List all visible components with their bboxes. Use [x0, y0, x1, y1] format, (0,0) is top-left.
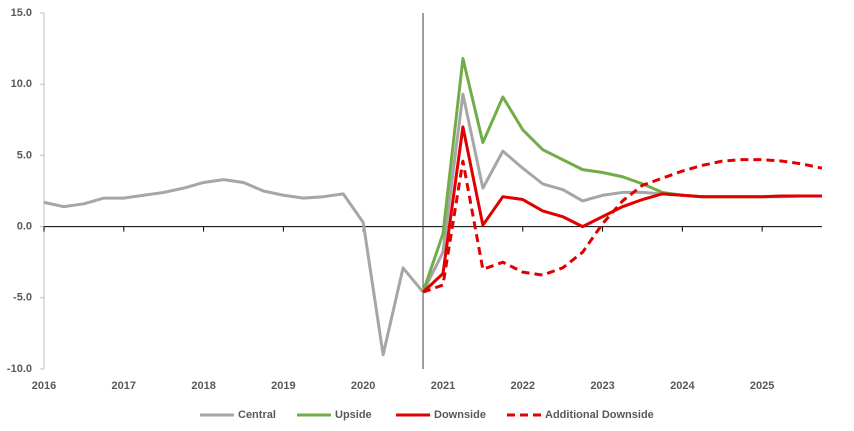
- x-tick-label: 2022: [511, 380, 535, 392]
- y-tick-label: 0.0: [17, 221, 32, 233]
- legend-label: Central: [238, 409, 276, 421]
- x-tick-label: 2020: [351, 380, 375, 392]
- y-tick-label: -10.0: [7, 363, 32, 375]
- legend-label: Downside: [434, 409, 486, 421]
- x-tick-label: 2024: [670, 380, 695, 392]
- series-line: [422, 125, 822, 294]
- x-tick-label: 2017: [112, 380, 136, 392]
- x-tick-label: 2023: [590, 380, 614, 392]
- x-tick-label: 2018: [191, 380, 215, 392]
- x-tick-label: 2019: [271, 380, 295, 392]
- series-line: [422, 158, 823, 294]
- series-line: [421, 57, 822, 293]
- x-tick-label: 2021: [431, 380, 455, 392]
- series-line: [43, 92, 822, 357]
- legend-label: Additional Downside: [545, 409, 654, 421]
- legend-label: Upside: [335, 409, 372, 421]
- y-tick-label: 10.0: [11, 78, 32, 90]
- x-tick-label: 2016: [32, 380, 56, 392]
- y-tick-label: 5.0: [17, 149, 32, 161]
- x-tick-label: 2025: [750, 380, 774, 392]
- y-tick-label: 15.0: [11, 7, 32, 19]
- y-tick-label: -5.0: [13, 292, 32, 304]
